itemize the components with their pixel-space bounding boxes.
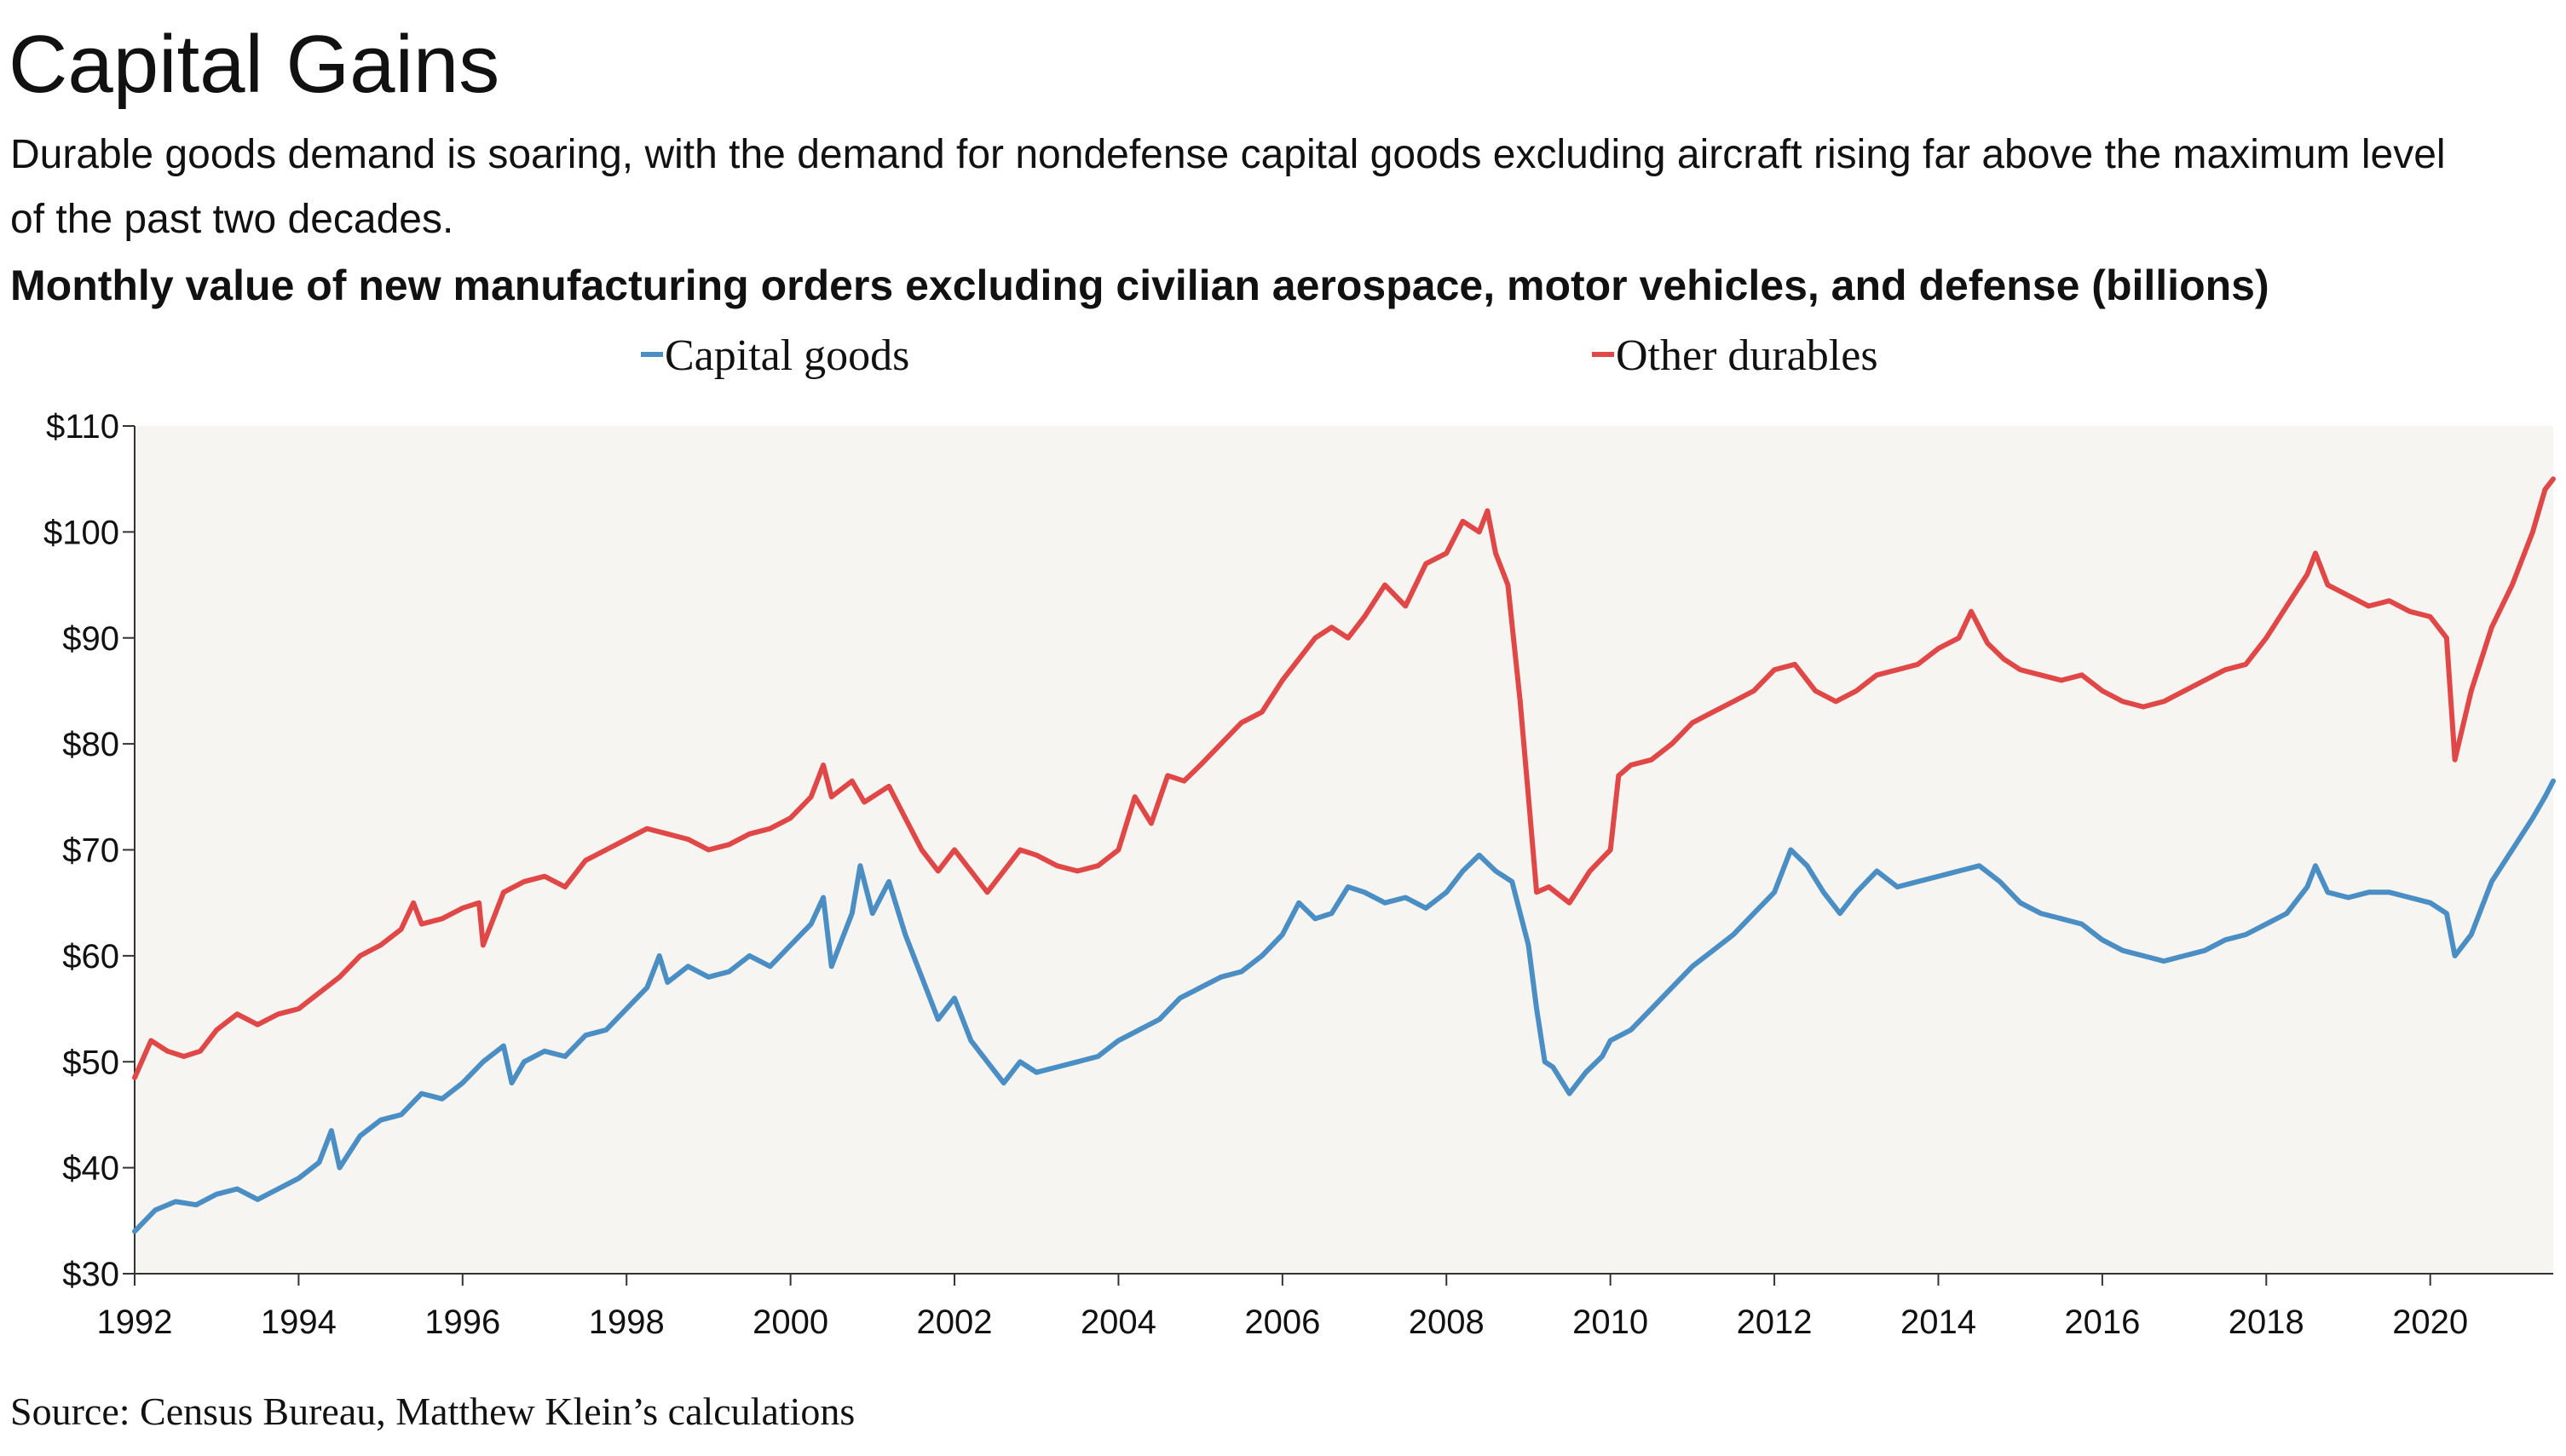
series-line-other-durables bbox=[132, 476, 2556, 1080]
page-subtitle: Durable goods demand is soaring, with th… bbox=[10, 132, 2446, 242]
x-tick-label: 2020 bbox=[2392, 1303, 2468, 1341]
series-line-capital-goods bbox=[132, 778, 2556, 1234]
legend-label-capital: Capital goods bbox=[665, 331, 909, 380]
x-tick-label: 2002 bbox=[917, 1303, 993, 1341]
y-tick-label: $80 bbox=[62, 726, 119, 763]
series-layer bbox=[132, 476, 2556, 1234]
x-tick-label: 1992 bbox=[97, 1303, 173, 1341]
x-tick-label: 1996 bbox=[424, 1303, 500, 1341]
y-tick-label: $70 bbox=[62, 832, 119, 870]
legend-label-other: Other durables bbox=[1616, 331, 1878, 380]
page-title: Capital Gains bbox=[9, 19, 500, 110]
x-tick-label: 2014 bbox=[1900, 1303, 1976, 1341]
plot-area bbox=[135, 426, 2553, 1274]
y-tick-label: $110 bbox=[46, 408, 119, 446]
x-tick-label: 2008 bbox=[1409, 1303, 1485, 1341]
legend-item-capital: Capital goods bbox=[641, 331, 909, 380]
legend: Capital goods Other durables bbox=[641, 331, 1878, 380]
x-tick-label: 1998 bbox=[589, 1303, 665, 1341]
y-tick-label: $50 bbox=[62, 1044, 119, 1081]
x-tick-label: 2016 bbox=[2064, 1303, 2140, 1341]
x-tick-label: 2000 bbox=[753, 1303, 828, 1341]
x-tick-label: 2012 bbox=[1737, 1303, 1813, 1341]
y-tick-label: $60 bbox=[62, 938, 119, 975]
x-axis: 1992 1994 1996 1998 2000 2002 2004 2006 2008 2010… bbox=[97, 1273, 2553, 1341]
x-tick-label: 2018 bbox=[2229, 1303, 2304, 1341]
source-note: Source: Census Bureau, Matthew Klein’s c… bbox=[10, 1390, 856, 1433]
x-tick-label: 2004 bbox=[1081, 1303, 1156, 1341]
x-tick-label: 2006 bbox=[1244, 1303, 1320, 1341]
legend-item-other: Other durables bbox=[1592, 331, 1878, 380]
y-axis: $30 $40 $50 $60 $70 $80 $90 $100 $110 bbox=[43, 408, 136, 1293]
y-tick-label: $40 bbox=[62, 1150, 119, 1188]
y-tick-label: $30 bbox=[62, 1256, 119, 1293]
x-tick-label: 2010 bbox=[1572, 1303, 1648, 1341]
chart-title: Monthly value of new manufacturing order… bbox=[10, 262, 2269, 309]
x-tick-label: 1994 bbox=[261, 1303, 337, 1341]
y-tick-label: $90 bbox=[62, 620, 119, 658]
y-tick-label: $100 bbox=[43, 514, 119, 551]
